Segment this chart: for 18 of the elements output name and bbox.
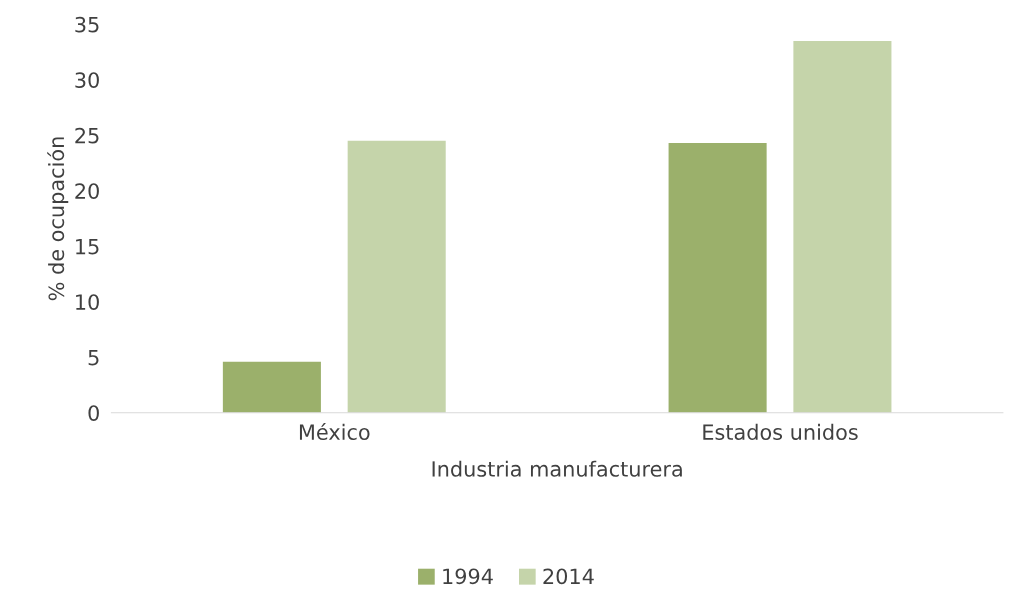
x-tick-label: México: [299, 423, 370, 440]
bar: [347, 140, 446, 413]
x-axis-title: Industria manufacturera: [432, 460, 682, 477]
bar: [222, 361, 321, 413]
legend-label: 2014: [543, 568, 594, 585]
x-tick-label: Estados unidos: [703, 423, 858, 440]
y-tick-label: 30: [75, 72, 99, 88]
legend-label: 1994: [443, 568, 493, 585]
y-axis-title: % de ocupación: [47, 137, 69, 301]
bar: [793, 40, 892, 413]
y-tick-label: 25: [75, 127, 99, 144]
y-tick-label: 10: [76, 294, 99, 310]
y-tick-label: 15: [76, 238, 99, 255]
bar: [668, 143, 767, 413]
y-tick-label: 5: [88, 349, 99, 366]
y-tick-label: 35: [75, 16, 99, 33]
y-tick-label: 20: [75, 183, 99, 199]
y-tick-label: 0: [88, 405, 99, 421]
